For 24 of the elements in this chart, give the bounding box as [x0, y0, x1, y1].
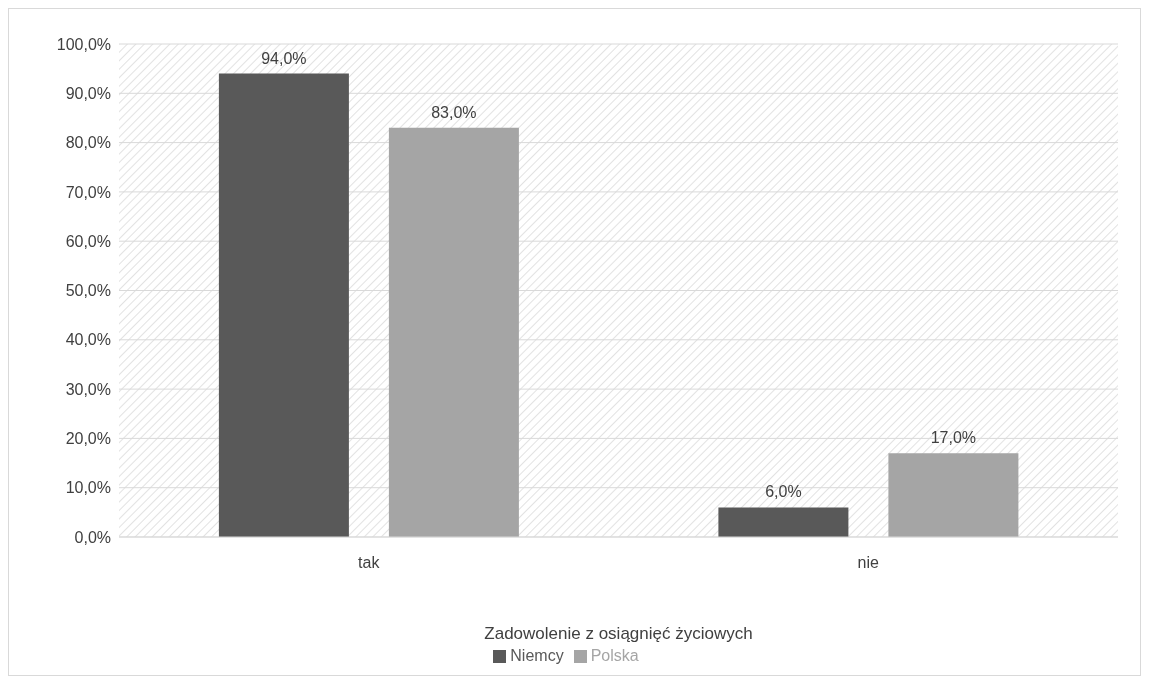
bar: [888, 453, 1019, 537]
y-tick-label: 80,0%: [65, 134, 111, 152]
bar: [218, 73, 349, 537]
y-tick-label: 100,0%: [56, 35, 111, 53]
y-tick-label: 20,0%: [65, 430, 111, 448]
y-tick-label: 70,0%: [65, 183, 111, 201]
data-label: 94,0%: [261, 49, 307, 67]
bar: [718, 507, 849, 537]
bar: [388, 127, 519, 537]
data-label: 6,0%: [765, 483, 802, 501]
legend-label: Niemcy: [510, 647, 564, 664]
data-label: 83,0%: [431, 103, 477, 121]
data-label: 17,0%: [930, 429, 977, 447]
x-tick-label: tak: [358, 554, 381, 572]
y-tick-label: 0,0%: [74, 528, 111, 546]
x-tick-label: nie: [857, 554, 880, 572]
y-tick-label: 90,0%: [65, 84, 111, 102]
y-tick-label: 10,0%: [65, 479, 111, 497]
y-tick-label: 50,0%: [65, 282, 111, 300]
y-tick-label: 30,0%: [65, 380, 111, 398]
x-axis-title: Zadowolenie z osiągnięć życiowych: [484, 624, 753, 643]
y-tick-label: 60,0%: [65, 232, 111, 250]
legend-label: Polska: [590, 647, 639, 664]
y-tick-label: 40,0%: [65, 331, 111, 349]
